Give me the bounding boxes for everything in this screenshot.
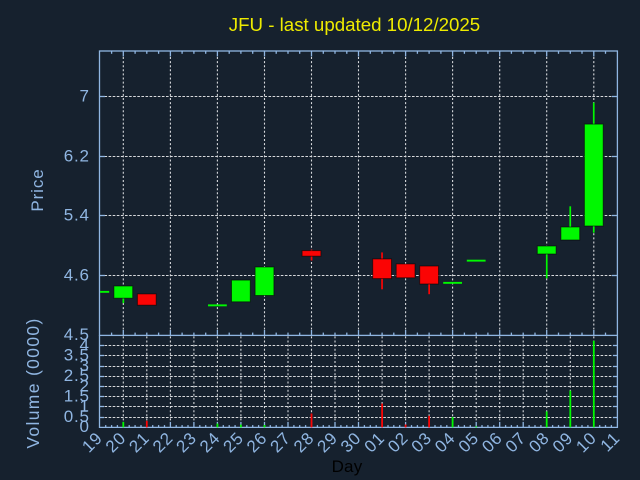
svg-text:2.5: 2.5 <box>64 366 90 385</box>
svg-text:Volume (0000): Volume (0000) <box>23 317 43 448</box>
svg-text:1: 1 <box>80 397 90 416</box>
svg-text:6.2: 6.2 <box>64 146 90 165</box>
svg-text:3.5: 3.5 <box>64 346 90 365</box>
svg-text:4.5: 4.5 <box>64 325 90 344</box>
svg-text:0: 0 <box>80 417 90 436</box>
svg-text:3: 3 <box>80 356 90 375</box>
svg-text:5.4: 5.4 <box>64 205 90 224</box>
svg-text:4.6: 4.6 <box>64 265 90 284</box>
svg-text:2: 2 <box>80 376 90 395</box>
svg-text:7: 7 <box>80 86 90 105</box>
svg-text:JFU - last updated 10/12/2025: JFU - last updated 10/12/2025 <box>229 14 480 35</box>
svg-text:Price: Price <box>28 168 47 211</box>
svg-text:1.5: 1.5 <box>64 387 90 406</box>
svg-text:4: 4 <box>80 335 90 354</box>
svg-text:0.5: 0.5 <box>64 407 90 426</box>
svg-text:Day: Day <box>332 457 363 476</box>
